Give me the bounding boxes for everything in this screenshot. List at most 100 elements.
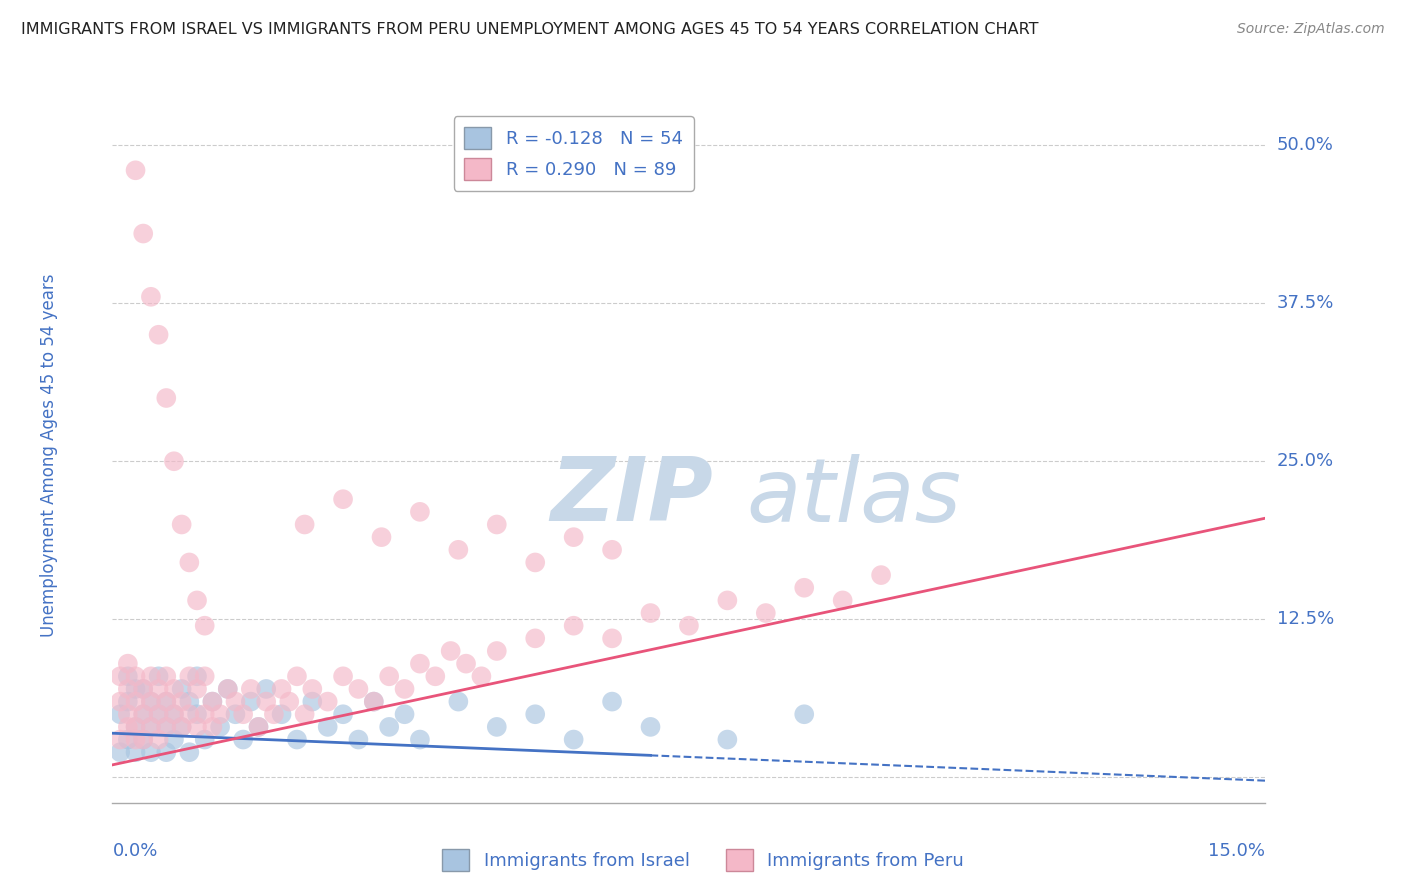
- Point: [124, 669, 146, 683]
- Point: [117, 657, 139, 671]
- Text: 15.0%: 15.0%: [1208, 842, 1265, 860]
- Text: 0.0%: 0.0%: [112, 842, 157, 860]
- Point: [278, 695, 301, 709]
- Point: [155, 720, 177, 734]
- Point: [285, 732, 308, 747]
- Point: [217, 681, 239, 696]
- Text: Source: ZipAtlas.com: Source: ZipAtlas.com: [1237, 22, 1385, 37]
- Point: [108, 695, 131, 709]
- Point: [224, 695, 246, 709]
- Point: [148, 327, 170, 342]
- Point: [332, 669, 354, 683]
- Point: [163, 681, 186, 696]
- Point: [139, 695, 162, 709]
- Point: [108, 707, 131, 722]
- Point: [179, 745, 201, 759]
- Text: 37.5%: 37.5%: [1277, 294, 1334, 312]
- Point: [179, 707, 201, 722]
- Point: [155, 695, 177, 709]
- Point: [132, 732, 155, 747]
- Point: [209, 720, 232, 734]
- Point: [132, 732, 155, 747]
- Point: [247, 720, 270, 734]
- Point: [347, 681, 370, 696]
- Text: 12.5%: 12.5%: [1277, 610, 1334, 628]
- Point: [316, 720, 339, 734]
- Point: [139, 720, 162, 734]
- Point: [132, 227, 155, 241]
- Point: [254, 681, 277, 696]
- Point: [148, 707, 170, 722]
- Point: [378, 720, 401, 734]
- Point: [678, 618, 700, 632]
- Point: [425, 669, 447, 683]
- Point: [217, 681, 239, 696]
- Point: [485, 517, 508, 532]
- Point: [148, 732, 170, 747]
- Point: [332, 707, 354, 722]
- Point: [132, 707, 155, 722]
- Text: atlas: atlas: [747, 454, 962, 540]
- Point: [186, 681, 208, 696]
- Point: [409, 732, 432, 747]
- Point: [562, 530, 585, 544]
- Legend: Immigrants from Israel, Immigrants from Peru: Immigrants from Israel, Immigrants from …: [434, 842, 972, 879]
- Point: [485, 720, 508, 734]
- Point: [209, 707, 232, 722]
- Point: [301, 681, 323, 696]
- Point: [108, 669, 131, 683]
- Point: [316, 695, 339, 709]
- Point: [155, 745, 177, 759]
- Point: [124, 745, 146, 759]
- Point: [148, 707, 170, 722]
- Point: [194, 618, 217, 632]
- Point: [124, 732, 146, 747]
- Point: [524, 556, 547, 570]
- Point: [363, 695, 385, 709]
- Point: [139, 669, 162, 683]
- Point: [232, 707, 254, 722]
- Point: [562, 618, 585, 632]
- Point: [194, 669, 217, 683]
- Point: [263, 707, 285, 722]
- Point: [363, 695, 385, 709]
- Point: [194, 732, 217, 747]
- Point: [285, 669, 308, 683]
- Point: [179, 556, 201, 570]
- Point: [440, 644, 463, 658]
- Point: [170, 720, 193, 734]
- Point: [201, 695, 224, 709]
- Point: [301, 695, 323, 709]
- Point: [394, 681, 416, 696]
- Point: [485, 644, 508, 658]
- Point: [155, 669, 177, 683]
- Point: [155, 720, 177, 734]
- Point: [755, 606, 778, 620]
- Point: [124, 720, 146, 734]
- Point: [447, 542, 470, 557]
- Point: [454, 657, 477, 671]
- Point: [640, 720, 662, 734]
- Point: [163, 707, 186, 722]
- Text: 50.0%: 50.0%: [1277, 136, 1333, 154]
- Point: [793, 581, 815, 595]
- Point: [254, 695, 277, 709]
- Point: [186, 593, 208, 607]
- Point: [224, 707, 246, 722]
- Point: [239, 695, 262, 709]
- Point: [716, 732, 738, 747]
- Point: [132, 707, 155, 722]
- Point: [124, 163, 146, 178]
- Point: [409, 657, 432, 671]
- Point: [108, 745, 131, 759]
- Point: [793, 707, 815, 722]
- Point: [117, 669, 139, 683]
- Point: [124, 695, 146, 709]
- Point: [394, 707, 416, 722]
- Point: [148, 681, 170, 696]
- Point: [179, 669, 201, 683]
- Text: Unemployment Among Ages 45 to 54 years: Unemployment Among Ages 45 to 54 years: [39, 273, 58, 637]
- Point: [294, 707, 316, 722]
- Point: [232, 732, 254, 747]
- Point: [378, 669, 401, 683]
